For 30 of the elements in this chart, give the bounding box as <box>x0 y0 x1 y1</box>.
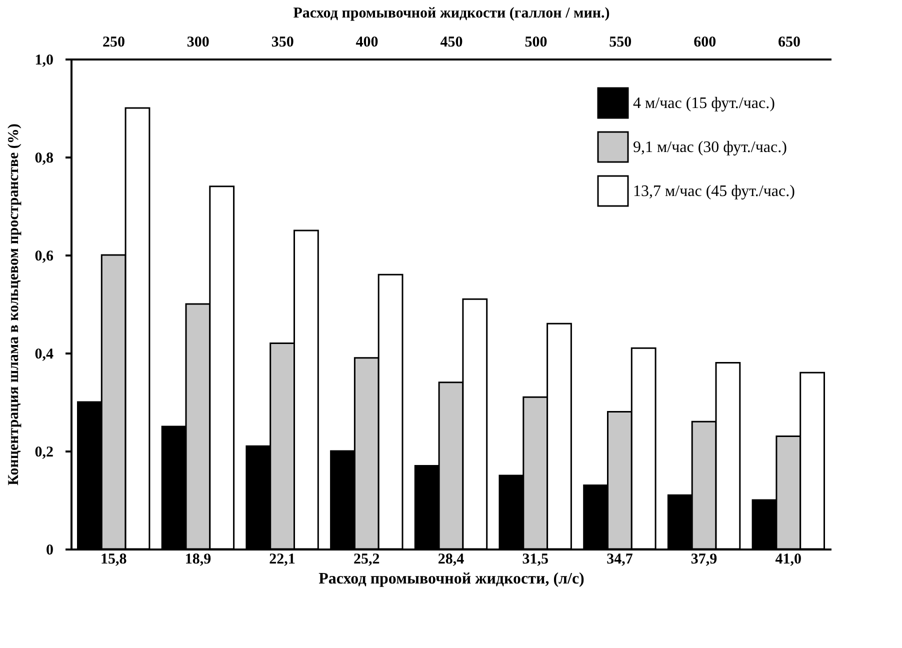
x2-tick-label: 300 <box>186 34 210 50</box>
x2-tick-label: 500 <box>524 34 548 50</box>
x-tick-label: 41,0 <box>775 552 802 568</box>
y-tick-label: 0,8 <box>34 150 54 166</box>
y-tick-label: 0,6 <box>34 248 54 264</box>
x-tick-label: 37,9 <box>690 552 718 568</box>
x2-tick-label: 350 <box>271 34 294 50</box>
y-tick-label: 0,2 <box>34 444 54 460</box>
x-tick-label: 28,4 <box>438 552 465 568</box>
y-tick-label: 0 <box>46 542 54 558</box>
x2-tick-label: 400 <box>356 34 378 50</box>
x2-tick-label: 600 <box>694 34 716 50</box>
legend-label: 13,7 м/час (45 фут./час.) <box>633 183 795 200</box>
x-tick-label: 22,1 <box>269 552 296 568</box>
x2-axis-title: Расход промывочной жидкости (галлон / мин.) <box>293 6 610 22</box>
legend-label: 4 м/час (15 фут./час.) <box>633 95 775 112</box>
x2-tick-label: 250 <box>102 34 125 50</box>
y-tick-label: 1,0 <box>34 52 54 68</box>
x-tick-label: 18,9 <box>184 552 212 568</box>
y-axis-title: Концентрация шлама в кольцевом пространстве (%) <box>6 124 22 486</box>
y-tick-label: 0,4 <box>34 346 54 362</box>
x-axis-title: Расход промывочной жидкости, (л/с) <box>318 570 584 588</box>
x-tick-label: 25,2 <box>354 552 380 568</box>
x-tick-label: 34,7 <box>606 552 634 568</box>
x2-tick-label: 650 <box>778 34 801 50</box>
legend-label: 9,1 м/час (30 фут./час.) <box>633 139 787 156</box>
x2-tick-label: 450 <box>440 34 463 50</box>
x2-tick-label: 550 <box>609 34 632 50</box>
x-tick-label: 15,8 <box>100 552 127 568</box>
x-tick-label: 31,5 <box>522 552 548 568</box>
